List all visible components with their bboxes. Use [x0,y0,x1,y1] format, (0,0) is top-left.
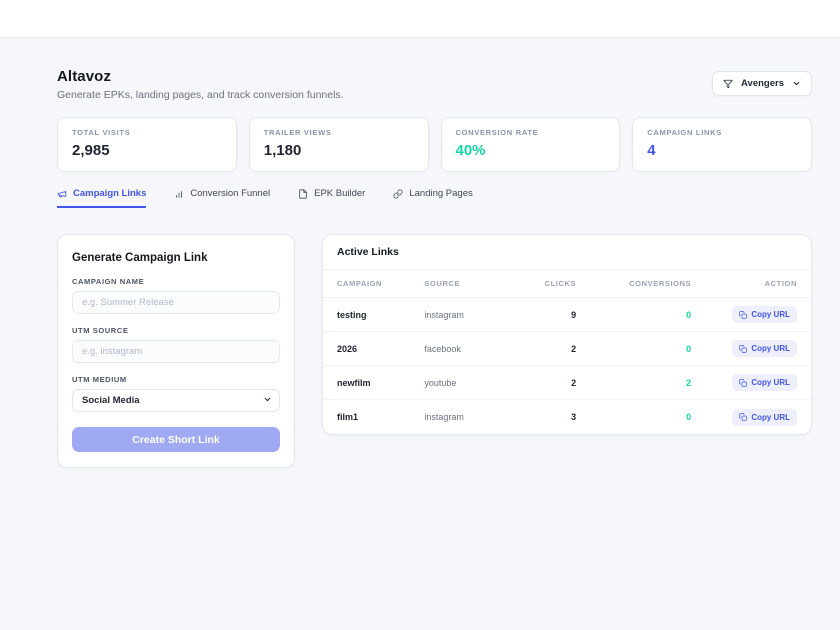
column-header-campaign: CAMPAIGN [337,279,383,288]
tab-campaign-links[interactable]: Campaign Links [57,188,147,208]
cell-conversions: 0 [686,343,692,354]
copy-url-button[interactable]: Copy URL [732,306,797,323]
copy-url-button[interactable]: Copy URL [732,408,797,426]
stat-value: 1,180 [263,142,302,159]
cell-action: Copy URL [691,374,797,392]
project-selector-dropdown[interactable]: Avengers [712,71,812,96]
cell-campaign: film1 [337,412,359,422]
chevron-down-icon [792,79,801,88]
tab-label: Campaign Links [73,188,147,199]
stat-label: TRAILER VIEWS [263,128,332,137]
cell-conversions: 0 [686,412,692,422]
copy-icon [739,378,748,387]
cell-source: instagram [424,412,464,422]
copy-icon [739,413,748,421]
cell-source: facebook [424,343,461,354]
tab-label: Landing Pages [409,188,473,199]
cell-action: Copy URL [691,306,797,324]
column-header-action: ACTION [764,279,797,288]
filter-icon [723,79,733,89]
title-block: Altavoz Generate EPKs, landing pages, an… [57,68,344,101]
cell-campaign: newfilm [337,377,371,388]
cell-clicks: 3 [571,412,577,422]
copy-url-button[interactable]: Copy URL [732,374,797,391]
cell-clicks: 2 [571,343,577,354]
megaphone-icon [57,189,67,199]
copy-icon [739,310,748,319]
stat-value: 4 [647,142,656,159]
cell-action: Copy URL [691,340,797,358]
utm-medium-select[interactable]: Social Media [72,389,280,412]
cell-campaign: 2026 [337,343,358,354]
utm-source-input[interactable] [72,340,280,363]
cell-source: youtube [424,377,457,388]
stat-label: CAMPAIGN LINKS [647,128,722,137]
tab-label: EPK Builder [314,188,366,199]
copy-url-label: Copy URL [751,378,790,387]
page-header: Altavoz Generate EPKs, landing pages, an… [57,68,812,101]
column-header-clicks: CLICKS [544,279,577,288]
cell-action: Copy URL [691,408,797,426]
form-title: Generate Campaign Link [72,252,208,264]
cell-clicks: 2 [571,377,577,388]
project-selector-value: Avengers [741,78,784,89]
page-content: Altavoz Generate EPKs, landing pages, an… [0,38,840,468]
utm-medium-select-wrap: Social Media [72,389,280,412]
table-header-row: CAMPAIGN SOURCE CLICKS CONVERSIONS ACTIO… [323,270,811,298]
bar-chart-icon [174,189,184,199]
main-row: Generate Campaign Link CAMPAIGN NAME UTM… [57,234,812,468]
cell-source: instagram [424,309,464,320]
stat-card-campaign-links: CAMPAIGN LINKS 4 [632,117,812,172]
cell-conversions: 0 [686,309,692,320]
create-short-link-button[interactable]: Create Short Link [72,427,280,452]
stat-label: CONVERSION RATE [455,128,539,137]
tab-label: Conversion Funnel [190,188,271,199]
tab-landing-pages[interactable]: Landing Pages [393,188,473,208]
active-links-card: Active Links CAMPAIGN SOURCE CLICKS CONV… [322,234,812,435]
link-icon [393,189,403,199]
stat-card-conversion-rate: CONVERSION RATE 40% [440,117,621,172]
active-links-title: Active Links [323,235,811,270]
copy-url-label: Copy URL [751,412,790,422]
generate-campaign-link-card: Generate Campaign Link CAMPAIGN NAME UTM… [57,234,295,468]
table-row: 2026 facebook 2 0 Copy URL [323,332,811,366]
copy-url-label: Copy URL [751,310,790,319]
tab-conversion-funnel[interactable]: Conversion Funnel [174,188,270,208]
cell-conversions: 2 [686,377,692,388]
stats-row: TOTAL VISITS 2,985 TRAILER VIEWS 1,180 C… [57,117,812,172]
table-row: film1 instagram 3 0 Copy URL [323,400,811,434]
copy-url-button[interactable]: Copy URL [732,340,797,357]
page-subtitle: Generate EPKs, landing pages, and track … [57,89,344,101]
column-header-conversions: CONVERSIONS [629,279,692,288]
tabs-row: Campaign Links Conversion Funnel EPK Bui… [57,188,812,208]
campaign-name-input[interactable] [72,291,280,314]
cell-campaign: testing [337,309,367,320]
copy-url-label: Copy URL [751,344,790,353]
stat-value: 2,985 [72,142,110,159]
utm-source-label: UTM SOURCE [72,326,129,335]
column-header-source: SOURCE [424,279,461,288]
table-row: newfilm youtube 2 2 Copy URL [323,366,811,400]
file-icon [298,188,308,199]
page-title: Altavoz [57,68,112,85]
copy-icon [739,344,748,353]
stat-label: TOTAL VISITS [72,128,131,137]
tab-epk-builder[interactable]: EPK Builder [298,188,365,208]
utm-medium-label: UTM MEDIUM [72,375,127,384]
table-row: testing instagram 9 0 Copy URL [323,298,811,332]
cell-clicks: 9 [571,309,577,320]
stat-card-total-visits: TOTAL VISITS 2,985 [57,117,237,172]
top-bar [0,0,840,38]
stat-value: 40% [455,142,486,159]
stat-card-trailer-views: TRAILER VIEWS 1,180 [248,117,429,172]
campaign-name-label: CAMPAIGN NAME [72,277,145,286]
